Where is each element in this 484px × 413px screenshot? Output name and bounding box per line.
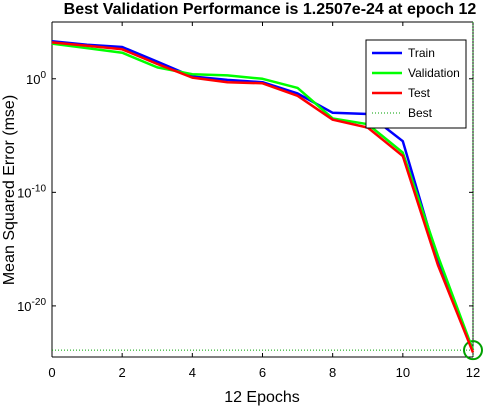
chart-title: Best Validation Performance is 1.2507e-2… xyxy=(64,1,477,18)
series-lines xyxy=(51,40,475,353)
y-tick-base: 10 xyxy=(17,299,31,314)
best-marks xyxy=(52,22,483,361)
legend-label-test: Test xyxy=(408,86,431,100)
y-tick-exponent: -20 xyxy=(32,297,47,308)
best-point-marker xyxy=(463,340,483,361)
y-tick-exponent: 0 xyxy=(40,70,46,81)
x-tick-label: 10 xyxy=(396,365,410,380)
y-tick-base: 10 xyxy=(26,72,40,87)
y-axis-label: Mean Squared Error (mse) xyxy=(1,95,18,285)
series-line-test xyxy=(51,41,475,353)
x-tick-label: 12 xyxy=(466,365,480,380)
x-tick-label: 4 xyxy=(189,365,196,380)
x-tick-label: 0 xyxy=(48,365,55,380)
y-tick-label: 10-20 xyxy=(17,297,46,314)
legend-label-best: Best xyxy=(408,106,433,120)
series-line-validation xyxy=(51,42,475,351)
y-tick-label: 100 xyxy=(26,70,46,87)
legend-label-train: Train xyxy=(408,46,435,60)
y-tick-base: 10 xyxy=(17,185,31,200)
x-tick-label: 2 xyxy=(119,365,126,380)
legend-label-validation: Validation xyxy=(408,66,460,80)
legend-box xyxy=(365,39,467,129)
y-tick-exponent: -10 xyxy=(32,183,47,194)
x-tick-label: 8 xyxy=(329,365,336,380)
legend: Train Validation Test Best xyxy=(365,39,467,129)
y-tick-label: 10-10 xyxy=(17,183,46,200)
x-axis-label: 12 Epochs xyxy=(224,389,300,406)
x-tick-label: 6 xyxy=(259,365,266,380)
